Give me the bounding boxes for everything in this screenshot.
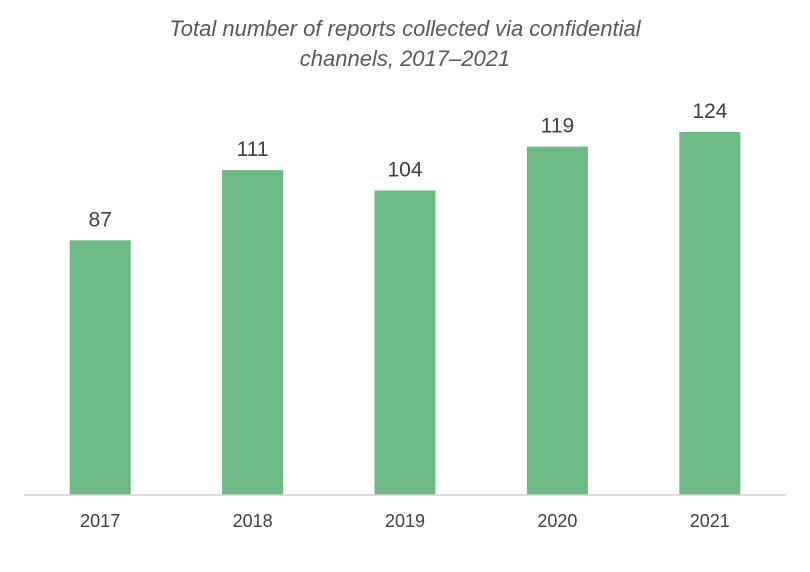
data-labels-group: 87 111 104 119 124 (89, 100, 728, 231)
bars-group (69, 132, 741, 495)
x-tick-label-2020: 2020 (537, 511, 577, 531)
x-tick-labels-group: 2017 2018 2019 2020 2021 (80, 511, 730, 531)
bar-2021 (679, 132, 741, 495)
chart-title-line-1: Total number of reports collected via co… (169, 16, 641, 41)
chart-title-line-2: channels, 2017–2021 (299, 46, 511, 71)
bar-2020 (526, 146, 588, 495)
bar-2017 (69, 240, 131, 495)
bar-2019 (374, 190, 436, 495)
data-label-2019: 104 (387, 159, 422, 182)
x-tick-label-2021: 2021 (690, 511, 730, 531)
bar-2018 (222, 170, 284, 495)
data-label-2018: 111 (237, 138, 269, 161)
data-label-2020: 119 (541, 115, 574, 138)
x-tick-label-2017: 2017 (80, 511, 120, 531)
data-label-2017: 87 (89, 208, 112, 231)
data-label-2021: 124 (692, 100, 727, 123)
x-tick-label-2019: 2019 (385, 511, 425, 531)
chart-title: Total number of reports collected via co… (0, 14, 810, 74)
x-tick-label-2018: 2018 (233, 511, 273, 531)
